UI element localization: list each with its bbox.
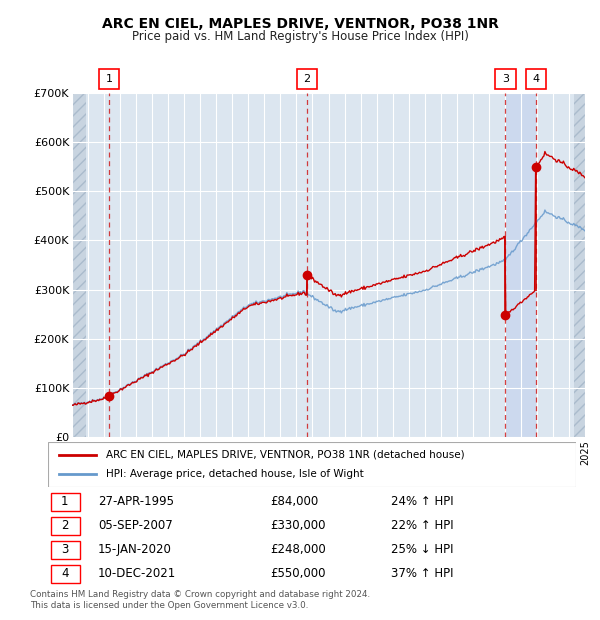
Text: ARC EN CIEL, MAPLES DRIVE, VENTNOR, PO38 1NR (detached house): ARC EN CIEL, MAPLES DRIVE, VENTNOR, PO38… [106, 450, 465, 459]
FancyBboxPatch shape [50, 541, 80, 559]
FancyBboxPatch shape [99, 69, 119, 89]
Text: 37% ↑ HPI: 37% ↑ HPI [391, 567, 454, 580]
Text: 3: 3 [502, 74, 509, 84]
FancyBboxPatch shape [50, 565, 80, 583]
Text: Price paid vs. HM Land Registry's House Price Index (HPI): Price paid vs. HM Land Registry's House … [131, 30, 469, 43]
FancyBboxPatch shape [50, 517, 80, 535]
Text: 05-SEP-2007: 05-SEP-2007 [98, 520, 173, 533]
Text: 1: 1 [106, 74, 113, 84]
Bar [505, 93, 536, 437]
Text: 3: 3 [61, 543, 68, 556]
Text: £248,000: £248,000 [270, 543, 326, 556]
Text: ARC EN CIEL, MAPLES DRIVE, VENTNOR, PO38 1NR: ARC EN CIEL, MAPLES DRIVE, VENTNOR, PO38… [101, 17, 499, 32]
Text: 15-JAN-2020: 15-JAN-2020 [98, 543, 172, 556]
FancyBboxPatch shape [297, 69, 317, 89]
Text: 1: 1 [61, 495, 68, 508]
Text: £84,000: £84,000 [270, 495, 318, 508]
Text: HPI: Average price, detached house, Isle of Wight: HPI: Average price, detached house, Isle… [106, 469, 364, 479]
Text: 25% ↓ HPI: 25% ↓ HPI [391, 543, 454, 556]
FancyBboxPatch shape [495, 69, 516, 89]
Text: 22% ↑ HPI: 22% ↑ HPI [391, 520, 454, 533]
Text: 10-DEC-2021: 10-DEC-2021 [98, 567, 176, 580]
Text: 4: 4 [61, 567, 68, 580]
Bar [574, 93, 585, 437]
FancyBboxPatch shape [50, 493, 80, 511]
Text: 2: 2 [61, 520, 68, 533]
Text: 2: 2 [304, 74, 311, 84]
Text: 4: 4 [532, 74, 539, 84]
Text: £330,000: £330,000 [270, 520, 325, 533]
FancyBboxPatch shape [526, 69, 546, 89]
Text: Contains HM Land Registry data © Crown copyright and database right 2024.
This d: Contains HM Land Registry data © Crown c… [30, 590, 370, 609]
Bar [72, 93, 86, 437]
Text: 24% ↑ HPI: 24% ↑ HPI [391, 495, 454, 508]
Text: £550,000: £550,000 [270, 567, 325, 580]
Text: 27-APR-1995: 27-APR-1995 [98, 495, 174, 508]
FancyBboxPatch shape [48, 442, 576, 487]
